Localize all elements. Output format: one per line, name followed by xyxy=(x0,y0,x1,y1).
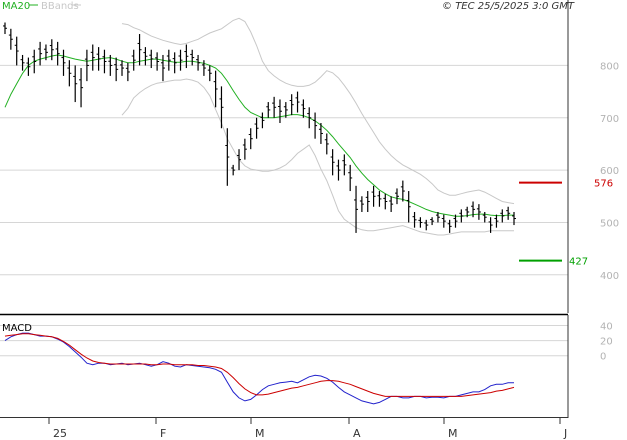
macd-y-tick-label: 20 xyxy=(600,337,613,348)
resistance-label: 576 xyxy=(594,179,613,190)
x-tick-label: 25 xyxy=(53,427,67,440)
bollinger-upper xyxy=(121,17,515,205)
x-tick-label: J xyxy=(563,427,567,440)
legend: MA20 BBands xyxy=(2,1,81,12)
x-tick-label: M xyxy=(255,427,265,440)
ma20-path xyxy=(4,54,514,217)
x-tick-label: M xyxy=(448,427,458,440)
macd-line xyxy=(4,332,514,405)
signal-line xyxy=(4,333,515,397)
macd-lines xyxy=(4,332,515,405)
price-y-tick-label: 400 xyxy=(600,271,619,282)
macd-label: MACD xyxy=(2,323,32,334)
price-grid xyxy=(0,64,568,276)
price-y-tick-label: 800 xyxy=(600,61,619,72)
macd-y-ticks: 0 20 40 xyxy=(600,322,613,363)
price-panel: 576 427 400 500 600 700 800 xyxy=(0,0,619,316)
bollinger-lower xyxy=(121,78,514,236)
price-bars xyxy=(3,22,516,233)
copyright-notice: © TEC 25/5/2025 3:0 GMT xyxy=(442,1,575,12)
price-y-ticks: 400 500 600 700 800 xyxy=(600,61,619,281)
legend-ma20: MA20 xyxy=(2,1,30,12)
support-label: 427 xyxy=(569,257,588,268)
x-axis: 25 F M A M J xyxy=(48,418,567,440)
support-resistance-levels: 576 427 xyxy=(519,179,613,268)
bollinger-bands xyxy=(121,17,515,236)
x-tick-label: F xyxy=(160,427,166,440)
macd-y-tick-label: 0 xyxy=(600,352,606,363)
legend-bbands: BBands xyxy=(41,1,79,12)
price-y-tick-label: 600 xyxy=(600,166,619,177)
price-y-tick-label: 500 xyxy=(600,218,619,229)
macd-grid xyxy=(0,325,568,357)
price-y-tick-label: 700 xyxy=(600,114,619,125)
macd-panel: 0 20 40 MACD xyxy=(0,315,613,418)
x-tick-label: A xyxy=(353,427,361,440)
ma20-line xyxy=(4,54,514,217)
macd-y-tick-label: 40 xyxy=(600,322,613,333)
